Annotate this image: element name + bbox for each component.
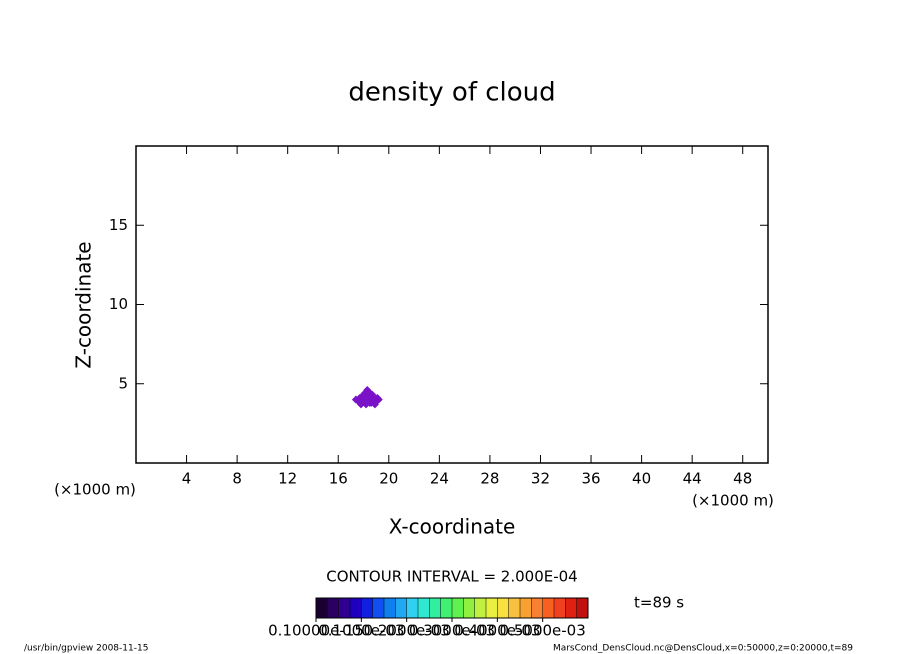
x-tick-label: 36 [581,470,600,488]
colorbar-cell [338,598,350,618]
colorbar-cell [429,598,441,618]
y-unit: (×1000 m) [54,481,136,499]
colorbar-cell [542,598,554,618]
colorbar-cell [372,598,384,618]
x-tick-label: 24 [430,470,449,488]
x-tick-label: 4 [182,470,192,488]
colorbar-cell [463,598,475,618]
colorbar-label: 0.2000e-03 [364,622,450,640]
cloud-cell [360,393,369,403]
x-tick-label: 8 [232,470,242,488]
x-tick-label: 48 [733,470,752,488]
colorbar-label: 0.10000e-15 [268,622,364,640]
footer-left: /usr/bin/gpview 2008-11-15 [24,644,148,654]
cloud-cell [354,397,363,406]
x-tick-label: 28 [480,470,499,488]
colorbar-cell [350,598,362,618]
colorbar-cell [508,598,520,618]
x-tick-label: 16 [329,470,348,488]
contour-interval: CONTOUR INTERVAL = 2.000E-04 [326,568,577,586]
y-tick-label: 15 [109,216,128,234]
x-tick-label: 12 [278,470,297,488]
y-tick-label: 5 [118,374,128,392]
colorbar-cell [384,598,396,618]
y-tick-label: 10 [109,295,128,313]
cloud-cell [364,387,373,396]
colorbar-cell [418,598,430,618]
colorbar-cell [440,598,452,618]
colorbar-cell [316,598,328,618]
cloud-cell [373,393,382,403]
colorbar-cell [497,598,509,618]
chart-title: density of cloud [348,78,555,108]
y-axis-label: Z-coordinate [72,241,96,368]
colorbar-label: 0.3000e-03 [409,622,495,640]
colorbar-cell [361,598,373,618]
colorbar-label: 0.4000e-03 [454,622,540,640]
x-tick-label: 44 [683,470,702,488]
colorbar-cell [520,598,532,618]
x-tick-label: 40 [632,470,651,488]
colorbar-label: 0.5000e-03 [500,622,586,640]
colorbar-cell [486,598,498,618]
colorbar-cell [474,598,486,618]
colorbar-cell [395,598,407,618]
colorbar-cell [406,598,418,618]
time-label: t=89 s [634,594,684,612]
colorbar-label: 0.1000e-03 [318,622,404,640]
x-axis-label: X-coordinate [389,515,516,539]
plot-frame [135,145,769,464]
footer-right: MarsCond_DensCloud.nc@DensCloud,x=0:5000… [553,644,853,654]
colorbar-cell [531,598,543,618]
x-tick-label: 20 [379,470,398,488]
x-tick-label: 32 [531,470,550,488]
x-unit: (×1000 m) [692,492,774,510]
colorbar-cell [327,598,339,618]
colorbar-cell [576,598,588,618]
cloud-cell [365,398,374,407]
colorbar-cell [565,598,577,618]
colorbar-cell [452,598,464,618]
colorbar-cell [554,598,566,618]
